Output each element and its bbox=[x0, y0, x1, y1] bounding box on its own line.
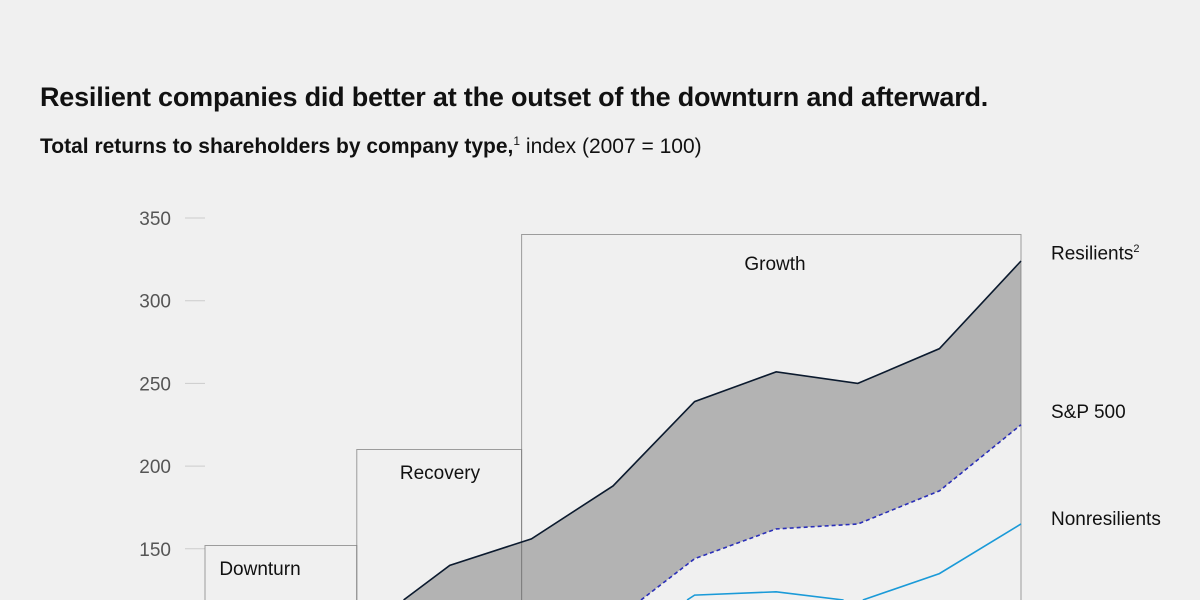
subtitle-unit: index (2007 = 100) bbox=[525, 135, 702, 158]
y-tick-label: 300 bbox=[139, 292, 171, 313]
footnote-marker: 1 bbox=[513, 134, 521, 148]
chart-subtitle: Total returns to shareholders by company… bbox=[40, 134, 702, 159]
series-label-nonresilients: Nonresilients bbox=[1051, 509, 1161, 530]
shaded-area bbox=[403, 261, 1021, 600]
y-tick-label: 250 bbox=[139, 374, 171, 395]
series-label-resilients: Resilients2 bbox=[1051, 243, 1140, 265]
y-tick-label: 350 bbox=[139, 209, 171, 230]
phase-label: Downturn bbox=[219, 559, 300, 580]
subtitle-bold: Total returns to shareholders by company… bbox=[40, 135, 514, 158]
phase-label: Recovery bbox=[400, 463, 481, 484]
series-line-s-p-500 bbox=[640, 424, 1022, 600]
series-line-nonresilients bbox=[686, 591, 844, 600]
phase-label: Growth bbox=[744, 254, 805, 275]
series-label-sp500: S&P 500 bbox=[1051, 402, 1126, 423]
y-tick-label: 150 bbox=[139, 540, 171, 561]
series-line-nonresilients bbox=[862, 523, 1022, 600]
phase-box-growth bbox=[521, 234, 1022, 600]
y-tick-label: 200 bbox=[139, 457, 171, 478]
chart-title: Resilient companies did better at the ou… bbox=[40, 82, 989, 112]
